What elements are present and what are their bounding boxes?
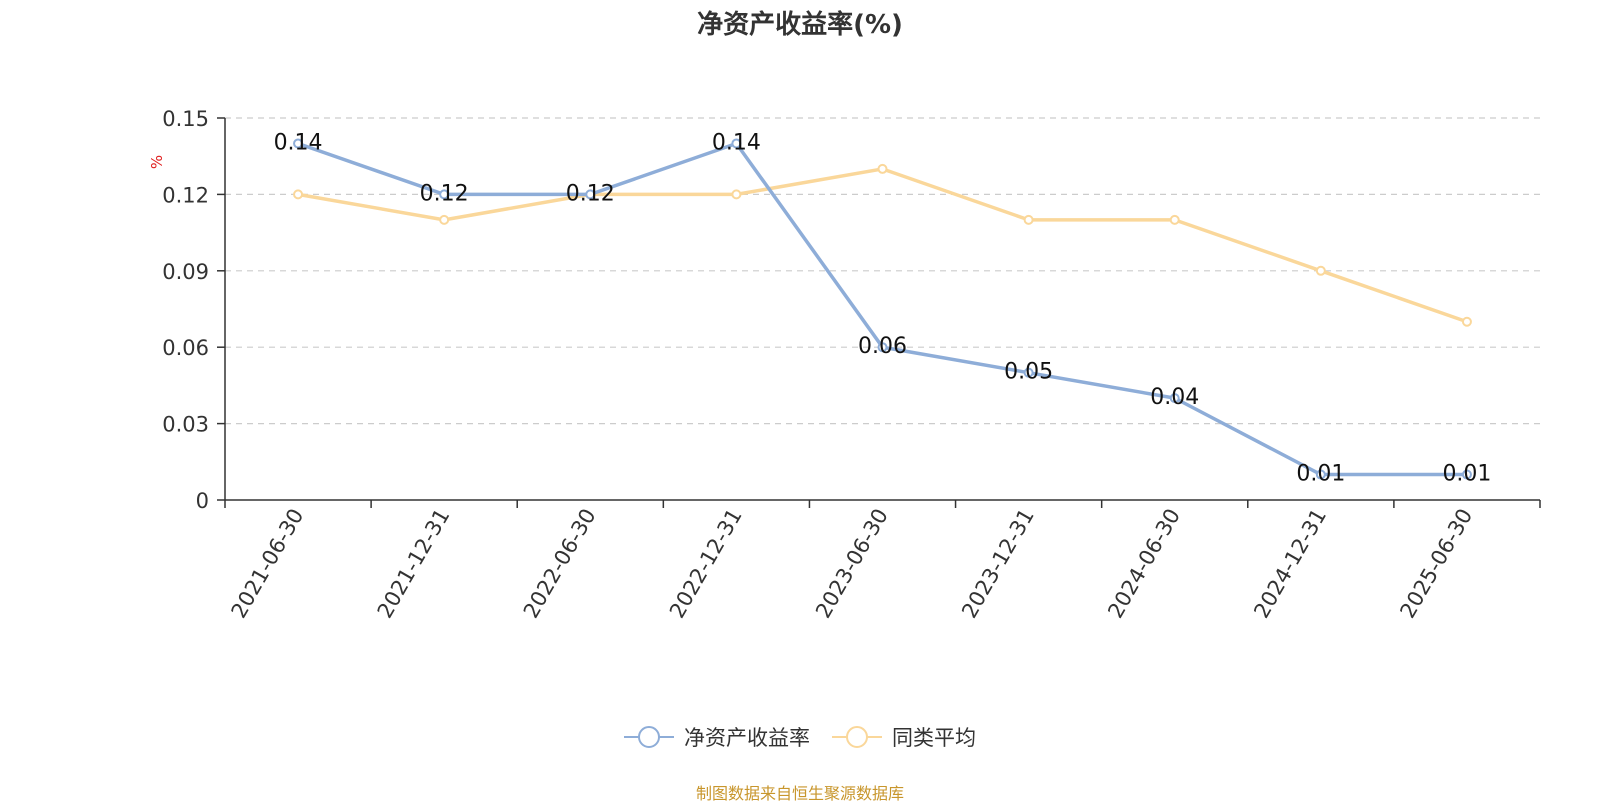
y-tick-label: 0.06 (162, 336, 209, 360)
data-point-series-2 (1169, 214, 1180, 225)
data-label: 0.14 (274, 130, 323, 155)
data-point-series-1 (1169, 393, 1180, 404)
data-label: 0.14 (712, 130, 761, 155)
x-tick-label: 2021-12-31 (373, 504, 455, 622)
data-point-series-2 (1461, 316, 1472, 327)
data-point-series-2 (1023, 214, 1034, 225)
data-point-series-2 (293, 189, 304, 200)
data-label: 0.01 (1442, 462, 1491, 487)
data-labels: 0.14 0.12 0.12 0.14 0.06 0.05 0.04 0.01 0.01 (274, 130, 1492, 486)
data-label: 0.04 (1150, 385, 1199, 410)
axes: 0 0.03 0.06 0.09 0.12 0.15% 2021-06-30 2021-12-… (148, 107, 1541, 623)
series-lines (293, 138, 1472, 480)
data-label: 0.01 (1296, 462, 1345, 487)
x-tick-label: 2025-06-30 (1395, 505, 1477, 623)
gridlines (225, 117, 1540, 425)
data-point-series-2 (1315, 265, 1326, 276)
x-tick-label: 2024-06-30 (1103, 505, 1185, 623)
legend-marker-yellow-icon (832, 726, 882, 748)
source-note: 制图数据来自恒生聚源数据库 (695, 784, 904, 803)
y-tick-label: 0.15 (162, 107, 209, 131)
chart-title: 净资产收益率(%) (697, 10, 903, 40)
x-tick-label: 2023-06-30 (811, 505, 893, 623)
legend-item-series-1[interactable]: 净资产收益率 (624, 722, 810, 752)
data-label: 0.12 (420, 181, 469, 206)
y-tick-label: 0.03 (162, 413, 209, 437)
y-tick-label: 0.09 (162, 260, 209, 284)
x-tick-label: 2021-06-30 (227, 505, 309, 623)
data-point-series-1 (293, 138, 304, 149)
data-point-series-2 (731, 189, 742, 200)
x-tick-label: 2024-12-31 (1249, 505, 1331, 623)
series-line-1 (297, 141, 1467, 477)
data-label: 0.12 (566, 181, 615, 206)
data-label: 0.06 (858, 334, 907, 359)
legend-label-series-1: 净资产收益率 (684, 726, 810, 750)
x-tick-label: 2023-12-31 (957, 505, 1039, 623)
legend: 净资产收益率 同类平均 (0, 722, 1600, 752)
series-line-2 (297, 167, 1468, 324)
x-tick-label: 2022-06-30 (519, 505, 601, 623)
data-point-series-1 (585, 189, 596, 200)
data-label: 0.05 (1004, 360, 1053, 385)
data-point-series-1 (1461, 469, 1472, 480)
y-tick-label: 0 (196, 489, 209, 513)
legend-marker-blue-icon (624, 726, 674, 748)
y-tick-label: 0.12 (162, 183, 209, 207)
x-tick-label: 2022-12-31 (665, 505, 747, 623)
data-point-series-2 (877, 163, 888, 174)
data-point-series-1 (877, 342, 888, 353)
legend-label-series-2: 同类平均 (892, 726, 976, 750)
data-point-series-1 (1023, 367, 1034, 378)
data-point-series-1 (731, 138, 742, 149)
data-point-series-2 (439, 214, 450, 225)
y-axis-label: % (148, 155, 166, 169)
legend-item-series-2[interactable]: 同类平均 (832, 722, 976, 752)
data-point-series-1 (439, 189, 450, 200)
data-point-series-1 (1315, 469, 1326, 480)
